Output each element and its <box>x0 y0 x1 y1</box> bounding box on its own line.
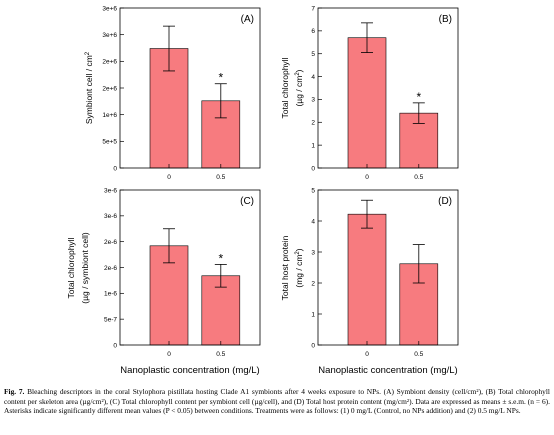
x-tick-label-d-1: 0.5 <box>414 351 423 358</box>
significance-star-b-1: * <box>416 90 421 104</box>
x-tick-label-b-0: 0 <box>365 174 369 181</box>
plot-frame-b <box>317 7 459 169</box>
y-axis-title-b: Total chlorophyll <box>280 57 290 118</box>
chart-panel-b: * 0 1 2 3 4 5 6 7 0 0.5 (B) Total chlorophyll (µg / c… <box>280 5 459 181</box>
panel-label-c: (C) <box>240 196 254 207</box>
y-tick-label-a-2: 1e+6 <box>102 112 117 119</box>
y-tick-label-d-5: 5 <box>311 187 315 194</box>
y-tick-label-b-2: 2 <box>311 120 315 127</box>
y-axis-title-c: Total chlorophyll <box>66 237 76 298</box>
y-tick-label-c-1: 5e-7 <box>104 316 117 323</box>
y-axis-title-a: Symbiont cell / cm2 <box>84 51 94 124</box>
y-tick-label-d-1: 1 <box>311 311 315 318</box>
y-axis-title-line2-d-end: ) <box>294 248 304 251</box>
bar-b-0 <box>347 37 387 169</box>
y-tick-label-d-2: 2 <box>311 280 315 287</box>
y-axis-title-line2-b-superscript: 2 <box>295 72 301 76</box>
significance-star-a-1: * <box>218 71 223 85</box>
y-axis-title-line2-c: (µg / symbiont cell) <box>80 232 90 304</box>
y-tick-label-c-2: 1e-6 <box>104 291 117 298</box>
significance-star-c-1: * <box>218 251 223 265</box>
plot-frame-d <box>317 189 459 346</box>
y-tick-label-b-5: 5 <box>311 51 315 58</box>
y-tick-label-d-4: 4 <box>311 218 315 225</box>
y-tick-label-a-5: 3e+6 <box>102 32 117 39</box>
x-tick-label-c-1: 0.5 <box>216 351 225 358</box>
y-tick-label-b-6: 6 <box>311 28 315 35</box>
x-axis-title-2: Nanoplastic concentration (mg/L) <box>318 365 457 375</box>
y-tick-label-d-0: 0 <box>311 342 315 349</box>
x-tick-label-d-0: 0 <box>365 351 369 358</box>
figure: * 0 5e+5 1e+6 2e+6 2e+6 3e+6 3e+6 0 0.5 (A) Symbion… <box>66 5 459 375</box>
chart-panel-d: 0 1 2 3 4 5 0 0.5 (D) Total host protein (mg / cm2… <box>280 187 459 358</box>
y-tick-label-c-4: 2e-6 <box>104 239 117 246</box>
x-axis-title-1: Nanoplastic concentration (mg/L) <box>120 365 259 375</box>
y-tick-label-c-5: 3e-6 <box>104 213 117 220</box>
y-axis-title-line2-b-end: ) <box>294 69 304 72</box>
y-axis-title-line2-b: (µg / cm2) <box>294 69 304 106</box>
y-tick-label-d-3: 3 <box>311 249 315 256</box>
caption-figure-label: Fig. 7. <box>4 387 25 396</box>
panel-label-b: (B) <box>439 14 452 25</box>
y-tick-label-b-0: 0 <box>311 165 315 172</box>
y-tick-label-a-1: 5e+5 <box>102 139 117 146</box>
y-tick-label-a-6: 3e+6 <box>102 5 117 12</box>
figure-caption: Fig. 7. Bleaching descriptors in the cor… <box>4 387 550 416</box>
y-tick-label-a-0: 0 <box>113 165 117 172</box>
panel-label-a: (A) <box>241 14 254 25</box>
y-tick-label-b-7: 7 <box>311 5 315 12</box>
y-axis-title-line2-d: (mg / cm2) <box>294 248 304 287</box>
x-tick-label-a-1: 0.5 <box>216 174 225 181</box>
y-tick-label-b-4: 4 <box>311 74 315 81</box>
y-tick-label-c-6: 3e-6 <box>104 187 117 194</box>
chart-panel-a: * 0 5e+5 1e+6 2e+6 2e+6 3e+6 3e+6 0 0.5 (A) Symbion… <box>84 5 261 181</box>
caption-text: Bleaching descriptors in the coral Stylo… <box>4 387 550 416</box>
y-axis-title-line2-d-superscript: 2 <box>295 251 301 255</box>
bar-d-0 <box>347 213 387 346</box>
x-tick-label-a-0: 0 <box>167 174 171 181</box>
y-tick-label-b-1: 1 <box>311 142 315 149</box>
y-tick-label-c-3: 2e-6 <box>104 265 117 272</box>
chart-panel-c: * 0 5e-7 1e-6 2e-6 2e-6 3e-6 3e-6 0 0.5 (C) Total c… <box>66 187 261 358</box>
y-axis-title-d: Total host protein <box>280 235 290 300</box>
y-tick-label-c-0: 0 <box>113 342 117 349</box>
y-tick-label-a-4: 2e+6 <box>102 59 117 66</box>
panel-label-d: (D) <box>438 196 452 207</box>
x-tick-label-c-0: 0 <box>167 351 171 358</box>
y-axis-title-a-superscript: 2 <box>85 51 91 55</box>
x-tick-label-b-1: 0.5 <box>414 174 423 181</box>
y-tick-label-b-3: 3 <box>311 97 315 104</box>
y-tick-label-a-3: 2e+6 <box>102 85 117 92</box>
